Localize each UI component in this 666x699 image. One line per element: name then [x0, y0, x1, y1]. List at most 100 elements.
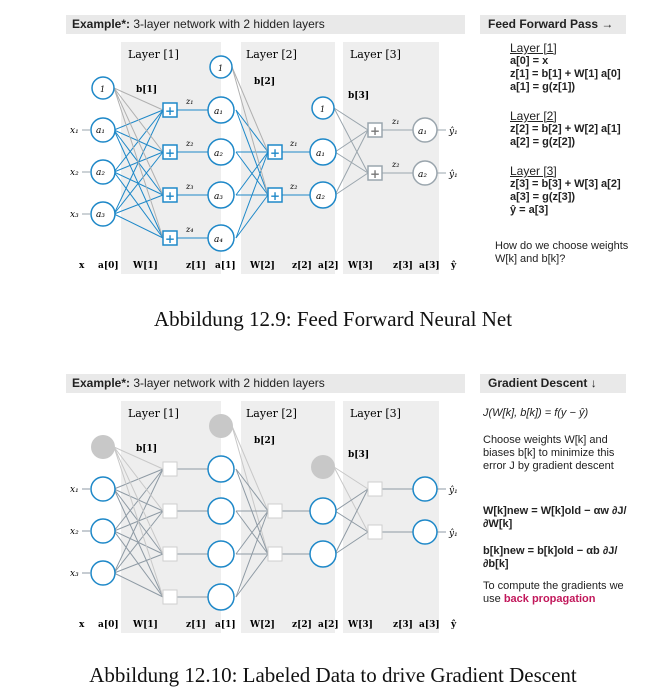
fig1-side-equations: Layer [1] a[0] = x z[1] = b[1] + W[1] a[…: [510, 42, 640, 217]
fig1-sum-box-3-2: [367, 165, 383, 181]
fig1-bias-node-1: [209, 55, 233, 79]
fig1-bias-label-3: b[3]: [348, 91, 369, 101]
fig1-plus-6: +: [270, 189, 280, 203]
fig2-sum-box-2-2: [267, 546, 283, 562]
fig2-sum-box-1-1: [162, 461, 178, 477]
fig2-bias-edges: [113, 425, 369, 598]
fig2-edges-layer1: [113, 468, 164, 598]
fig1-side-layer3-title: Layer [3]: [510, 164, 557, 178]
fig2-sum-box-3-2: [367, 524, 383, 540]
fig1-bias-edges-layer1: [113, 87, 164, 239]
fig1-header-bar: Example*: 3-layer network with 2 hidden …: [66, 15, 465, 34]
fig2-bias-label-2: b[2]: [254, 436, 275, 446]
fig1-yhat-2: ŷ₁: [448, 169, 458, 180]
fig1-bias-label-1: b[1]: [136, 85, 157, 95]
fig2-sum-box-1-2: [162, 503, 178, 519]
fig1-bottom-label-a0: a[0]: [98, 261, 119, 271]
fig1-out-label-1: a₁: [418, 127, 427, 137]
fig2-network-diagram: Layer [1] Layer [2] Layer [3] b[1] b[2] …: [70, 407, 458, 630]
fig1-z-label-1-3: z₃: [185, 182, 193, 191]
fig1-z-label-1-2: z₂: [185, 139, 193, 148]
fig1-sum-box-2-2: [267, 187, 283, 203]
fig2-hidden1-node-3: [207, 540, 235, 568]
fig1-z-label-2-1: z₁: [289, 139, 297, 148]
fig2-layer3-label: Layer [3]: [350, 407, 401, 420]
fig2-hidden2-node-2: [309, 540, 337, 568]
fig2-side-header: Gradient Descent ↓: [488, 376, 597, 390]
fig1-bottom-label-z3: z[3]: [393, 261, 413, 271]
fig2-side-update-w: W[k]new = W[k]old − αw ∂J/∂W[k]: [483, 505, 627, 530]
fig2-input-node-3: [90, 560, 116, 586]
fig2-x1-label: x₁: [70, 485, 79, 495]
fig1-edges-layer1: [113, 109, 164, 239]
fig1-sum-box-1-4: [162, 230, 178, 246]
fig2-output-node-2: [412, 519, 438, 545]
fig1-side-l1-eq1: a[0] = x: [510, 55, 549, 67]
fig1-layer1-label: Layer [1]: [128, 48, 179, 61]
fig1-h1-label-2: a₂: [214, 149, 223, 159]
fig1-sum-box-1-2: [162, 144, 178, 160]
fig1-plus-7: +: [370, 124, 380, 138]
fig2-bottom-label-a0: a[0]: [98, 620, 119, 630]
fig2-bottom-label-x: x: [79, 620, 85, 630]
fig1-side-layer2-title: Layer [2]: [510, 109, 557, 123]
fig1-side-header-bar: Feed Forward Pass →: [480, 15, 626, 34]
fig1-plus-5: +: [270, 146, 280, 160]
fig2-sum-box-3-1: [367, 481, 383, 497]
fig2-bottom-label-a3: a[3]: [419, 620, 440, 630]
fig1-sum-box-1-1: [162, 102, 178, 118]
fig2-bottom-label-w1: W[1]: [132, 620, 158, 630]
fig2-bias-label-1: b[1]: [136, 444, 157, 454]
fig2-bottom-label-z3: z[3]: [393, 620, 413, 630]
fig2-bottom-label-a1: a[1]: [215, 620, 236, 630]
fig2-side-text2-plain: To compute the gradients we use: [483, 580, 624, 605]
fig2-bottom-label-z1: z[1]: [186, 620, 206, 630]
fig1-bottom-label-w2: W[2]: [249, 261, 275, 271]
fig1-h1-label-4: a₄: [214, 235, 223, 245]
fig1-input-node-1: [90, 117, 116, 143]
fig1-bottom-label-w1: W[1]: [132, 261, 158, 271]
fig1-sum-box-2-1: [267, 144, 283, 160]
fig1-side-l2-eq2: a[2] = g(z[2]): [510, 136, 576, 148]
fig2-side-update-b: b[k]new = b[k]old − αb ∂J/∂b[k]: [483, 545, 618, 570]
fig2-caption: Abbildung 12.10: Labeled Data to drive G…: [89, 663, 577, 687]
fig1-bias-value-1: 1: [218, 64, 223, 73]
fig1-bottom-label-z2: z[2]: [292, 261, 312, 271]
fig1-side-l1-eq2: z[1] = b[1] + W[1] a[0]: [510, 68, 621, 80]
fig2-yhat-2: ŷ₁: [448, 528, 458, 539]
fig2-bottom-label-z2: z[2]: [292, 620, 312, 630]
fig2-sum-box-1-4: [162, 589, 178, 605]
fig2-output-node-1: [412, 476, 438, 502]
fig1-input-label-2: a₂: [96, 168, 105, 178]
fig1-hidden1-node-1: [207, 96, 235, 124]
fig2-bias-node-1: [209, 414, 233, 438]
fig1-x3-label: x₃: [70, 210, 79, 220]
fig1-z-label-1-4: z₄: [185, 225, 193, 234]
fig1-side-layer1-title: Layer [1]: [510, 41, 557, 55]
fig2-hidden1-node-1: [207, 455, 235, 483]
fig1-h1-label-3: a₃: [214, 192, 223, 202]
fig1-hidden1-node-3: [207, 181, 235, 209]
fig1-bottom-label-a3: a[3]: [419, 261, 440, 271]
fig1-bottom-label-w3: W[3]: [347, 261, 373, 271]
fig1-z-label-3-2: z₂: [391, 160, 399, 169]
fig2-bias-node-2: [311, 455, 335, 479]
fig1-side-l1-eq3: a[1] = g(z[1]): [510, 81, 576, 93]
fig1-edges-layer2: [235, 109, 269, 239]
fig1-side-l3-eq1: z[3] = b[3] + W[3] a[2]: [510, 178, 621, 190]
fig1-z-label-3-1: z₁: [391, 117, 399, 126]
fig1-bias-node-0: [91, 76, 115, 100]
fig2-side-text2: To compute the gradients we use back pro…: [483, 580, 633, 606]
fig1-hidden1-node-2: [207, 138, 235, 166]
fig2-hidden2-node-1: [309, 497, 337, 525]
fig1-header-text: 3-layer network with 2 hidden layers: [130, 17, 325, 31]
fig2-bottom-label-w2: W[2]: [249, 620, 275, 630]
fig1-bias-node-2: [311, 96, 335, 120]
fig1-network-diagram: Layer [1] Layer [2] Layer [3] 1 1 1: [70, 48, 458, 271]
fig1-bottom-label-a1: a[1]: [215, 261, 236, 271]
fig1-bias-label-2: b[2]: [254, 77, 275, 87]
fig1-input-label-3: a₃: [96, 210, 105, 220]
fig1-out-label-2: a₂: [418, 170, 427, 180]
fig1-bottom-label-z1: z[1]: [186, 261, 206, 271]
fig1-edges-layer3: [333, 107, 369, 196]
